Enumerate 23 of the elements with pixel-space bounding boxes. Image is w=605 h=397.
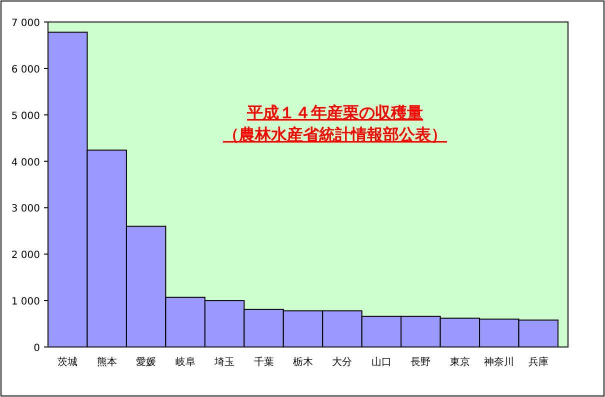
y-tick-label: 1 000 (11, 296, 40, 308)
x-tick-label: 山口 (371, 356, 392, 368)
y-tick-label: 6 000 (11, 64, 40, 76)
y-tick-label: 3 000 (11, 204, 40, 215)
x-tick-label: 愛媛 (136, 356, 156, 368)
x-tick-label: 茨城 (58, 356, 78, 368)
y-tick-label: 0 (34, 343, 40, 354)
y-tick-label: 2 000 (11, 250, 40, 262)
y-tick-label: 7 000 (11, 18, 40, 29)
x-tick-label: 千葉 (254, 356, 274, 368)
text: 平成１４年産栗の収穫量 (246, 103, 423, 122)
x-tick-label: 栃木 (293, 356, 313, 368)
x-tick-label: 東京 (450, 356, 470, 368)
x-tick-label: 岐阜 (175, 356, 196, 368)
x-tick-label: 熊本 (96, 356, 117, 368)
y-tick-label: 5 000 (11, 110, 40, 122)
x-tick-label: 長野 (410, 357, 431, 368)
text: （農林水産省統計情報部公表） (223, 125, 447, 144)
x-tick-label: 埼玉 (214, 356, 235, 368)
x-tick-label: 兵庫 (528, 356, 548, 368)
y-tick-label: 4 000 (11, 157, 40, 168)
x-tick-label: 大分 (332, 356, 352, 368)
x-tick-label: 神奈川 (484, 356, 514, 368)
